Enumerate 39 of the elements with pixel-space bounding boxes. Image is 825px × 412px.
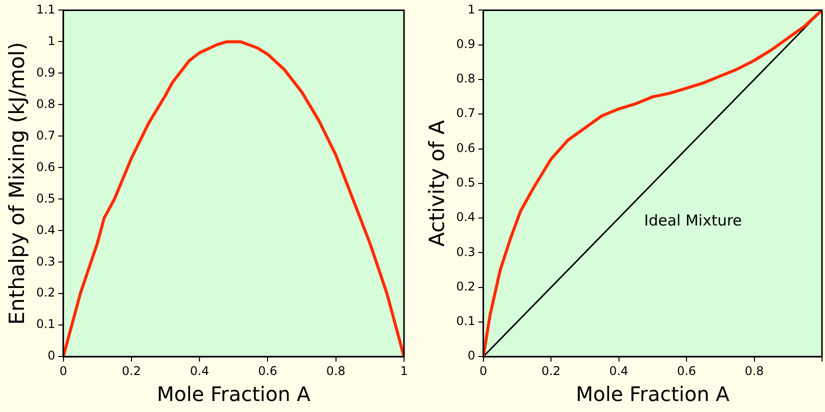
x-tick-label: 0.8 xyxy=(744,364,764,378)
y-tick-label: 0.5 xyxy=(36,191,56,206)
y-tick-label: 0 xyxy=(48,348,56,363)
x-tick-label: 0.2 xyxy=(122,364,141,378)
y-axis-title: Enthalpy of Mixing (kJ/mol) xyxy=(5,42,30,325)
y-tick-label: 1 xyxy=(468,2,476,16)
y-tick-label: 0.7 xyxy=(456,106,476,120)
y-tick-label: 1.1 xyxy=(36,2,56,16)
x-tick-label: 1 xyxy=(400,364,408,378)
y-tick-label: 0.1 xyxy=(456,314,476,328)
y-axis-title: Activity of A xyxy=(425,120,450,247)
y-tick-label: 0.9 xyxy=(456,36,476,51)
x-tick-label: 0.4 xyxy=(190,364,210,378)
y-tick-label: 0.3 xyxy=(456,244,476,259)
x-tick-label: 0 xyxy=(59,364,68,378)
y-tick-label: 0.4 xyxy=(36,222,56,237)
x-axis-title: Mole Fraction A xyxy=(576,382,730,406)
y-tick-label: 0.3 xyxy=(36,254,56,268)
x-tick-label: 0.6 xyxy=(258,364,278,378)
annotation: Ideal Mixture xyxy=(644,211,742,230)
y-tick-label: 0.6 xyxy=(36,160,56,174)
x-axis-title: Mole Fraction A xyxy=(156,382,311,406)
x-tick-label: 0.4 xyxy=(609,364,628,378)
y-tick-label: 0.5 xyxy=(456,176,476,190)
y-tick-label: 0.7 xyxy=(36,128,56,142)
y-tick-label: 0.9 xyxy=(36,65,56,80)
y-tick-label: 0.8 xyxy=(36,96,56,111)
y-tick-label: 1 xyxy=(48,34,56,48)
y-tick-label: 0.2 xyxy=(456,279,476,294)
y-tick-label: 0.4 xyxy=(456,210,476,224)
x-tick-label: 0.2 xyxy=(541,364,561,378)
x-tick-label: 0.8 xyxy=(326,364,346,378)
y-tick-label: 0.2 xyxy=(36,286,56,300)
y-tick-label: 0.6 xyxy=(456,140,476,155)
y-tick-label: 0 xyxy=(468,348,476,363)
x-tick-label: 0.6 xyxy=(676,364,696,378)
y-tick-label: 0.8 xyxy=(456,72,476,86)
x-tick-label: 0 xyxy=(479,364,488,378)
y-tick-label: 0.1 xyxy=(36,317,56,332)
